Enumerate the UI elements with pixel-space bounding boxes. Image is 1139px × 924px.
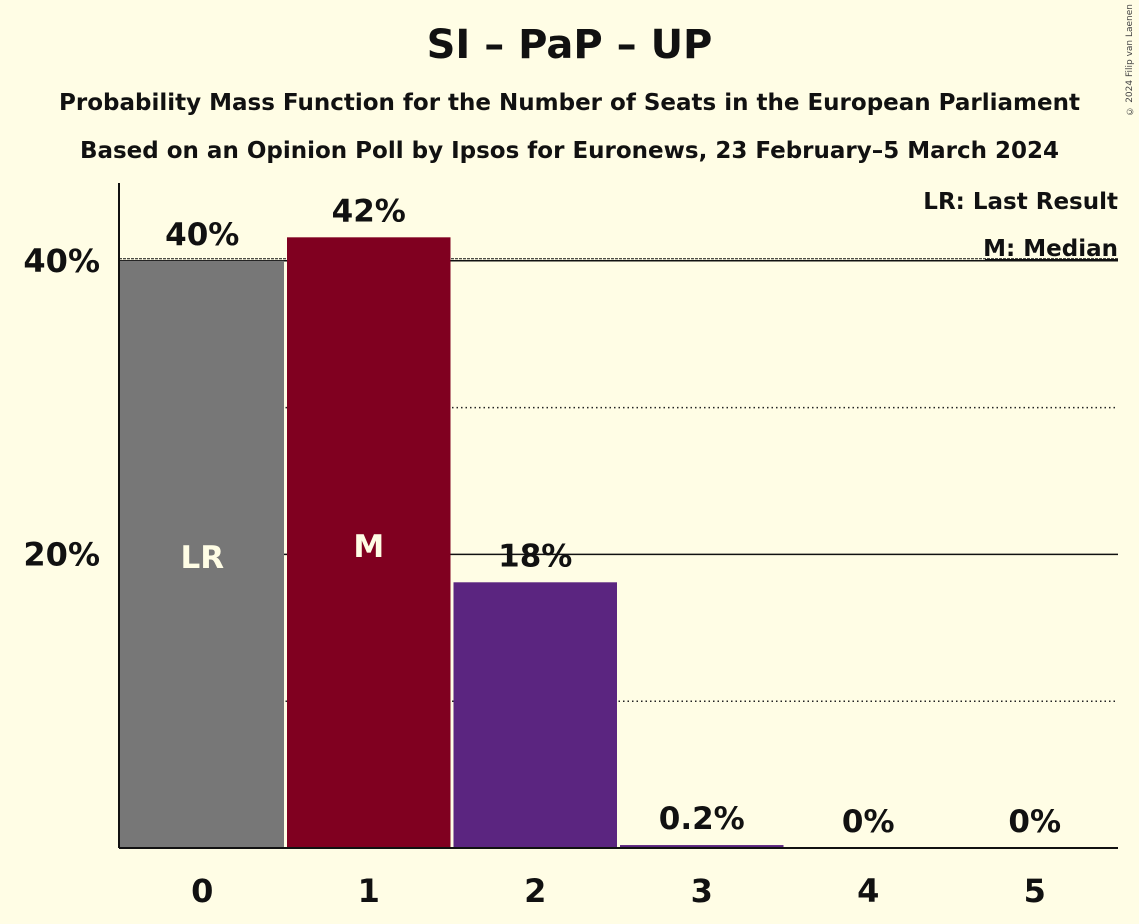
bar-seats-0	[119, 260, 284, 848]
axes: 0 1 2 3 4 5 20% 40%	[23, 183, 1118, 910]
value-label-seats-1: 42%	[332, 193, 406, 229]
last-result-marker: LR	[180, 540, 224, 576]
bar-seats-3	[620, 845, 784, 848]
chart-source-line: Based on an Opinion Poll by Ipsos for Eu…	[79, 138, 1060, 164]
value-label-seats-4: 0%	[842, 804, 895, 840]
value-label-seats-0: 40%	[165, 217, 239, 253]
x-tick-label: 0	[191, 872, 213, 910]
x-tick-label: 5	[1024, 872, 1046, 910]
bar-seats-1	[287, 237, 451, 848]
value-labels: 40% LR 42% M 18% 0.2% 0% 0%	[165, 193, 1061, 840]
x-tick-label: 1	[358, 872, 380, 910]
y-tick-label: 40%	[23, 242, 100, 280]
legend-median: M: Median	[983, 236, 1118, 262]
value-label-seats-2: 18%	[498, 538, 572, 574]
gridlines	[119, 258, 1118, 702]
legend-last-result: LR: Last Result	[923, 189, 1118, 215]
chart-subtitle: Probability Mass Function for the Number…	[59, 90, 1080, 116]
bars	[119, 237, 784, 848]
median-marker: M	[353, 529, 384, 565]
x-tick-label: 3	[691, 872, 713, 910]
value-label-seats-3: 0.2%	[659, 801, 745, 837]
value-label-seats-5: 0%	[1008, 804, 1061, 840]
x-tick-label: 2	[524, 872, 546, 910]
bar-seats-2	[453, 582, 617, 848]
y-tick-label: 20%	[23, 535, 100, 573]
x-tick-label: 4	[857, 872, 879, 910]
chart-title: SI – PaP – UP	[426, 22, 713, 68]
